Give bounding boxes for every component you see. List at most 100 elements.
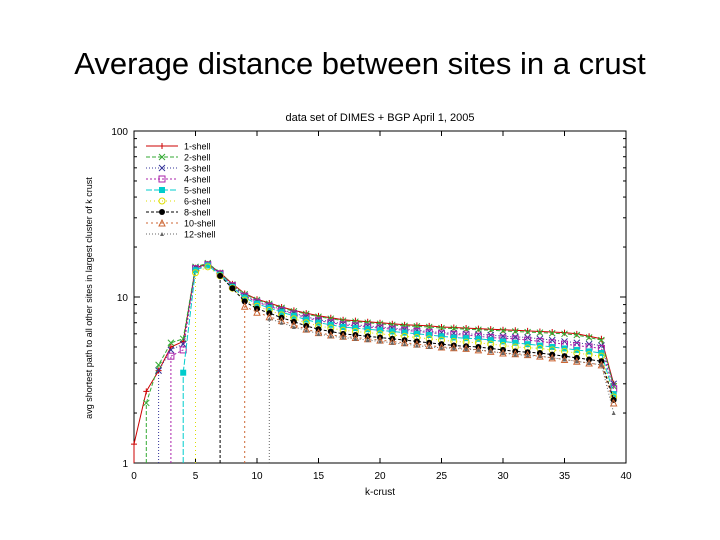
data-point — [523, 350, 532, 359]
legend-label: 4-shell — [184, 175, 211, 185]
data-point — [475, 335, 482, 342]
data-point — [511, 349, 520, 358]
x-tick-label: 25 — [436, 471, 448, 482]
data-point — [463, 335, 470, 342]
data-point — [573, 330, 580, 337]
data-point — [160, 232, 164, 236]
data-point — [378, 339, 382, 344]
series-5-shell — [180, 262, 617, 398]
y-tick-label: 100 — [111, 127, 128, 138]
y-tick-label: 10 — [117, 293, 129, 304]
data-point — [598, 335, 605, 342]
series-drop-lines — [133, 272, 270, 463]
data-point — [599, 362, 604, 367]
data-point — [155, 361, 162, 369]
data-point — [500, 338, 506, 345]
data-point — [401, 329, 408, 336]
data-point — [389, 328, 396, 335]
data-point — [499, 327, 507, 335]
legend: 1-shell2-shell3-shell4-shell5-shell6-she… — [146, 142, 216, 240]
x-tick-label: 0 — [131, 471, 137, 482]
y-tick-label: 1 — [122, 459, 128, 470]
data-point — [401, 321, 408, 328]
data-point — [304, 328, 309, 333]
data-point — [536, 352, 544, 360]
data-point — [450, 324, 457, 331]
data-point — [574, 359, 579, 364]
data-point — [159, 209, 165, 215]
data-point — [402, 342, 407, 347]
legend-label: 3-shell — [184, 164, 211, 174]
data-point — [536, 329, 544, 336]
data-point — [536, 328, 543, 335]
data-point — [512, 327, 519, 334]
data-point — [499, 348, 507, 357]
data-point — [524, 341, 531, 348]
data-point — [352, 318, 359, 326]
data-point — [450, 334, 457, 341]
data-point — [158, 218, 166, 227]
data-point — [143, 388, 150, 395]
data-point — [437, 342, 446, 351]
x-tick-label: 5 — [193, 471, 199, 482]
data-point — [364, 319, 372, 327]
chart-title: data set of DIMES + BGP April 1, 2005 — [285, 112, 474, 124]
series-line — [244, 305, 615, 404]
data-point — [155, 367, 162, 375]
data-point — [587, 361, 592, 366]
data-point — [158, 197, 166, 205]
data-point — [316, 331, 321, 336]
data-point — [328, 334, 333, 339]
data-point — [158, 164, 166, 172]
data-point — [487, 337, 494, 344]
data-point — [302, 310, 310, 318]
data-point — [180, 369, 187, 376]
data-point — [240, 302, 249, 310]
data-point — [390, 340, 395, 345]
data-point — [426, 332, 433, 339]
data-point — [158, 175, 166, 183]
data-point — [524, 327, 531, 334]
data-point — [512, 339, 519, 346]
data-point — [573, 331, 581, 339]
data-point — [586, 333, 593, 340]
data-point — [463, 325, 470, 332]
data-point — [159, 143, 165, 149]
data-point — [241, 298, 248, 305]
data-point — [462, 344, 470, 352]
data-point — [464, 347, 469, 352]
data-point — [414, 343, 419, 348]
data-point — [142, 399, 150, 407]
series-line — [182, 264, 615, 395]
data-point — [438, 323, 445, 330]
slide-title: Average distance between sites in a crus… — [74, 46, 646, 81]
x-tick-label: 35 — [559, 471, 571, 482]
data-point — [158, 153, 166, 161]
series-1-shell — [131, 261, 617, 448]
x-tick-label: 10 — [251, 471, 263, 482]
data-point — [179, 335, 187, 343]
data-point — [204, 263, 212, 271]
data-point — [487, 326, 495, 334]
series-line — [219, 275, 615, 401]
data-point — [585, 358, 593, 367]
data-point — [377, 327, 383, 334]
data-point — [241, 294, 248, 301]
data-point — [449, 343, 458, 352]
x-tick-label: 30 — [497, 471, 509, 482]
legend-label: 12-shell — [184, 230, 216, 240]
x-tick-label: 15 — [313, 471, 325, 482]
data-point — [253, 308, 261, 316]
legend-label: 2-shell — [184, 153, 211, 163]
data-point — [279, 320, 284, 325]
data-point — [388, 321, 396, 329]
data-point — [487, 331, 495, 339]
data-point — [524, 328, 531, 336]
legend-label: 8-shell — [184, 208, 211, 218]
data-point — [413, 330, 420, 337]
data-point — [179, 340, 187, 348]
data-point — [561, 329, 568, 336]
data-point — [159, 187, 165, 193]
data-point — [427, 344, 432, 349]
